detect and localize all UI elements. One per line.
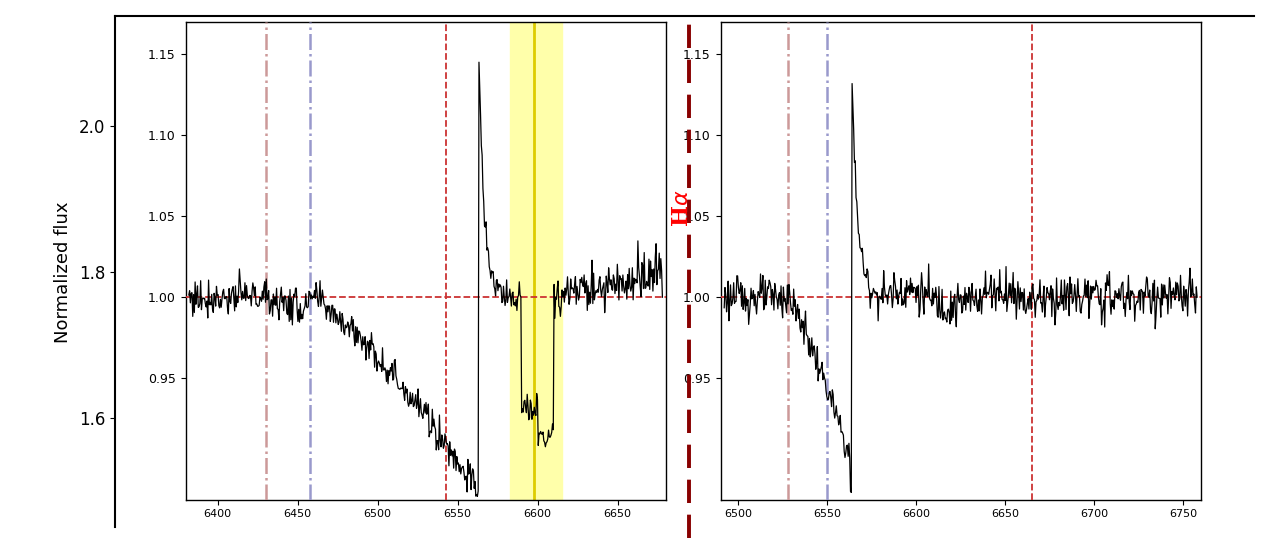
Bar	[511, 22, 562, 500]
Text: H$\alpha$: H$\alpha$	[671, 190, 694, 227]
Y-axis label: Normalized flux: Normalized flux	[54, 201, 72, 343]
